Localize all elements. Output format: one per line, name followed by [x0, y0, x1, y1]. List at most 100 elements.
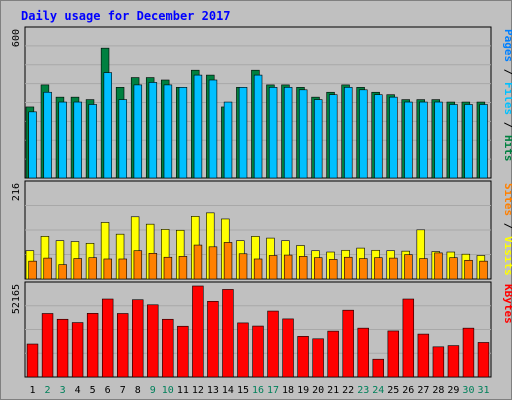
x-tick-label: 30: [462, 385, 474, 396]
bar-kbytes-28: [432, 346, 445, 378]
x-tick-label: 18: [282, 385, 294, 396]
bar-kbytes-3: [56, 318, 69, 378]
bar-sites-28: [434, 252, 443, 280]
x-tick-label: 6: [105, 385, 111, 396]
panel-visits-sites: 216 Sites / Visits: [11, 180, 512, 280]
bar-kbytes-6: [101, 298, 114, 378]
panel-kbytes: 52165 KBytes: [11, 281, 512, 378]
x-tick-label: 25: [387, 385, 399, 396]
bar-sites-2: [43, 257, 52, 280]
legend-item-files: Files: [502, 82, 512, 115]
legend-item-hits: Hits: [502, 135, 512, 162]
x-tick-label: 14: [222, 385, 234, 396]
panel-pages-files-hits-ymax-label: 600: [11, 29, 22, 47]
legend-item-sites: Sites: [502, 183, 512, 216]
bar-files-22: [344, 87, 353, 179]
bar-files-5: [88, 104, 97, 179]
legend-item-pages: Pages: [502, 29, 512, 62]
bar-files-16: [253, 74, 263, 179]
x-tick-label: 1: [30, 385, 36, 396]
bar-sites-16: [253, 258, 263, 280]
bar-kbytes-23: [357, 327, 369, 378]
bar-sites-8: [133, 250, 143, 280]
bar-files-21: [329, 94, 338, 179]
bar-files-29: [449, 104, 458, 179]
bar-sites-31: [479, 260, 488, 280]
x-tick-label: 11: [177, 385, 189, 396]
x-tick-label: 12: [192, 385, 204, 396]
bar-files-10: [163, 84, 173, 179]
bar-kbytes-24: [372, 358, 384, 378]
bar-sites-5: [88, 257, 97, 280]
bar-sites-13: [208, 246, 218, 280]
bar-sites-22: [344, 256, 353, 280]
x-tick-label: 21: [327, 385, 339, 396]
bar-kbytes-13: [207, 300, 219, 378]
x-tick-label: 5: [90, 385, 96, 396]
x-tick-label: 8: [135, 385, 141, 396]
panel-visits-sites-ymax-label: 216: [11, 183, 22, 201]
bar-sites-12: [193, 244, 203, 280]
x-tick-label: 19: [297, 385, 309, 396]
x-tick-label: 16: [252, 385, 264, 396]
bar-sites-27: [419, 258, 428, 280]
x-tick-label: 23: [357, 385, 369, 396]
bar-files-6: [103, 72, 112, 179]
bar-kbytes-4: [71, 322, 84, 378]
bar-sites-14: [223, 242, 233, 280]
bar-sites-1: [28, 260, 37, 280]
bar-kbytes-21: [327, 330, 339, 378]
legend-item-kbytes: KBytes: [502, 284, 512, 324]
bar-kbytes-11: [177, 325, 189, 378]
bar-sites-11: [178, 256, 188, 280]
bar-sites-21: [329, 259, 338, 280]
bar-sites-23: [359, 258, 368, 280]
bar-sites-6: [103, 258, 112, 280]
bar-files-14: [223, 101, 233, 179]
bar-files-18: [283, 87, 293, 179]
bar-sites-26: [404, 254, 413, 280]
bar-kbytes-16: [252, 325, 264, 378]
bar-kbytes-12: [192, 285, 204, 378]
bar-kbytes-7: [117, 313, 129, 378]
bar-files-3: [58, 101, 67, 179]
bar-kbytes-15: [237, 322, 249, 378]
bar-files-12: [193, 74, 203, 179]
legend-separator: /: [502, 115, 512, 135]
bar-kbytes-22: [342, 309, 354, 378]
bar-files-7: [118, 99, 128, 179]
bar-kbytes-1: [26, 343, 39, 378]
bar-files-1: [28, 111, 37, 179]
bar-files-17: [268, 87, 278, 179]
bar-kbytes-18: [282, 318, 294, 378]
bar-sites-7: [118, 258, 128, 280]
bar-kbytes-20: [312, 338, 324, 378]
x-tick-label: 20: [312, 385, 324, 396]
x-tick-label: 13: [207, 385, 219, 396]
bar-files-2: [43, 91, 52, 179]
x-tick-label: 28: [432, 385, 444, 396]
bar-files-23: [359, 89, 368, 179]
bar-files-11: [178, 87, 188, 179]
x-tick-label: 9: [150, 385, 156, 396]
bar-sites-15: [238, 253, 248, 280]
bar-sites-18: [283, 254, 293, 280]
bar-files-27: [419, 101, 428, 179]
panel-kbytes-legend: KBytes: [502, 284, 512, 324]
bar-files-31: [479, 104, 488, 179]
x-tick-label: 24: [372, 385, 384, 396]
bar-files-28: [434, 101, 443, 179]
bar-sites-29: [449, 257, 458, 280]
bar-kbytes-14: [222, 289, 234, 378]
bar-kbytes-9: [147, 304, 159, 378]
bar-sites-10: [163, 256, 173, 280]
bar-files-8: [133, 84, 143, 179]
x-tick-label: 3: [60, 385, 66, 396]
bar-sites-3: [58, 264, 67, 280]
bar-files-19: [298, 89, 308, 179]
bar-kbytes-25: [387, 330, 400, 378]
bar-sites-24: [374, 257, 383, 280]
bar-files-20: [314, 99, 323, 179]
bar-kbytes-10: [162, 318, 174, 378]
